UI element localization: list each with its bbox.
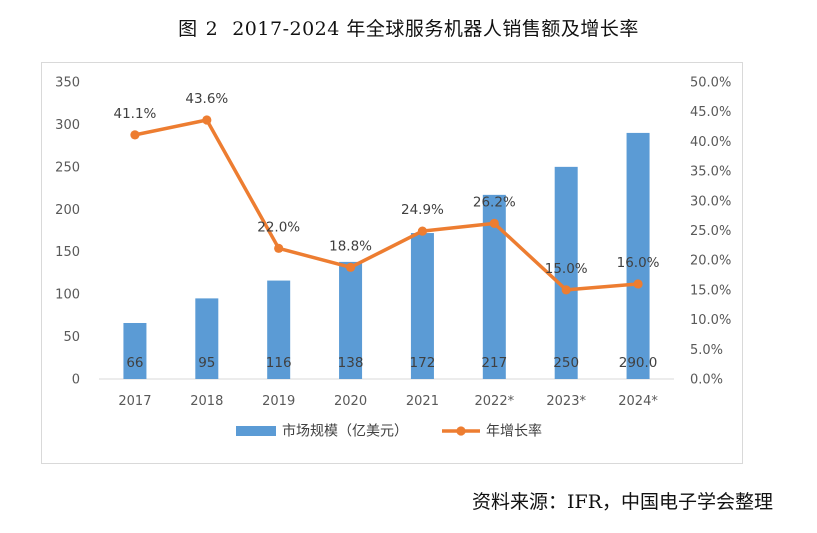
right-axis-tick-label: 10.0% — [690, 313, 731, 328]
right-axis-tick-label: 30.0% — [690, 194, 731, 209]
right-axis-tick-label: 20.0% — [690, 254, 731, 269]
growth-point — [489, 218, 499, 228]
x-axis-tick-label: 2019 — [262, 394, 295, 409]
growth-data-label: 41.1% — [113, 106, 156, 122]
figure-number: 2 — [205, 18, 219, 40]
right-axis-tick-label: 35.0% — [690, 165, 731, 180]
growth-point — [561, 285, 571, 295]
bar — [339, 261, 363, 379]
right-axis-tick-label: 0.0% — [690, 373, 723, 388]
bar — [410, 233, 434, 379]
bar — [554, 166, 578, 379]
left-axis-tick-label: 0 — [72, 373, 80, 388]
right-axis-tick-label: 40.0% — [690, 135, 731, 150]
left-axis-tick-label: 150 — [55, 245, 80, 260]
bar-data-label: 95 — [198, 355, 215, 371]
right-axis-tick-label: 15.0% — [690, 283, 731, 298]
x-axis-tick-label: 2024* — [618, 394, 658, 409]
legend-bar-swatch — [236, 426, 276, 436]
growth-data-label: 43.6% — [185, 91, 228, 107]
left-axis-tick-label: 200 — [55, 203, 80, 218]
combo-chart: 0 50 100 150 200 250 300 350 0.0% 5.0% 10.0% 15.0% 2… — [55, 76, 731, 440]
right-axis-tick-label: 25.0% — [690, 224, 731, 239]
bar-data-label: 250 — [553, 355, 579, 371]
right-axis-tick-label: 50.0% — [690, 76, 731, 91]
bar-data-label: 290.0 — [619, 355, 658, 371]
bar-data-label: 116 — [266, 355, 292, 371]
growth-point — [417, 226, 428, 236]
legend-line-label: 年增长率 — [486, 423, 542, 440]
growth-data-label: 22.0% — [257, 219, 300, 235]
left-axis-tick-label: 300 — [55, 118, 80, 133]
bar-data-label: 217 — [481, 355, 507, 371]
bar-data-label: 66 — [126, 355, 143, 371]
chart-frame: 0 50 100 150 200 250 300 350 0.0% 5.0% 10.0% 15.0% 2… — [41, 62, 743, 464]
figure-label: 图 — [178, 18, 198, 40]
growth-data-label: 15.0% — [545, 261, 588, 277]
x-axis-tick-label: 2023* — [546, 394, 586, 409]
bar — [626, 132, 650, 379]
left-axis-tick-label: 250 — [55, 160, 80, 175]
x-axis-tick-label: 2017 — [118, 394, 151, 409]
bar — [195, 298, 219, 379]
x-axis-tick-label: 2018 — [190, 394, 223, 409]
bar — [482, 194, 506, 379]
legend-line-marker — [456, 426, 466, 436]
x-axis-tick-label: 2020 — [334, 394, 367, 409]
bar — [123, 322, 147, 379]
x-axis-tick-label: 2022* — [475, 394, 515, 409]
growth-data-label: 24.9% — [401, 202, 444, 218]
figure-title-text: 2017-2024 年全球服务机器人销售额及增长率 — [232, 18, 639, 40]
growth-data-label: 26.2% — [473, 194, 516, 210]
right-axis-tick-label: 45.0% — [690, 105, 731, 120]
figure-title: 图 2 2017-2024 年全球服务机器人销售额及增长率 — [0, 14, 817, 41]
left-axis-tick-label: 100 — [55, 288, 80, 303]
source-note: 资料来源：IFR，中国电子学会整理 — [472, 491, 773, 513]
left-axis-tick-label: 350 — [55, 76, 80, 91]
legend-bar-label: 市场规模（亿美元） — [282, 423, 408, 440]
growth-point — [633, 279, 643, 289]
left-axis-tick-label: 50 — [63, 330, 80, 345]
bar — [267, 280, 291, 379]
bar-data-label: 172 — [410, 355, 436, 371]
bar-data-label: 138 — [338, 355, 364, 371]
growth-data-label: 16.0% — [617, 255, 660, 271]
growth-data-label: 18.8% — [329, 238, 372, 254]
growth-point — [202, 115, 212, 125]
growth-point — [274, 243, 284, 253]
growth-point — [130, 130, 140, 140]
growth-line — [133, 118, 640, 292]
x-axis-tick-label: 2021 — [406, 394, 439, 409]
growth-point — [345, 262, 356, 272]
right-axis-tick-label: 5.0% — [690, 343, 723, 358]
